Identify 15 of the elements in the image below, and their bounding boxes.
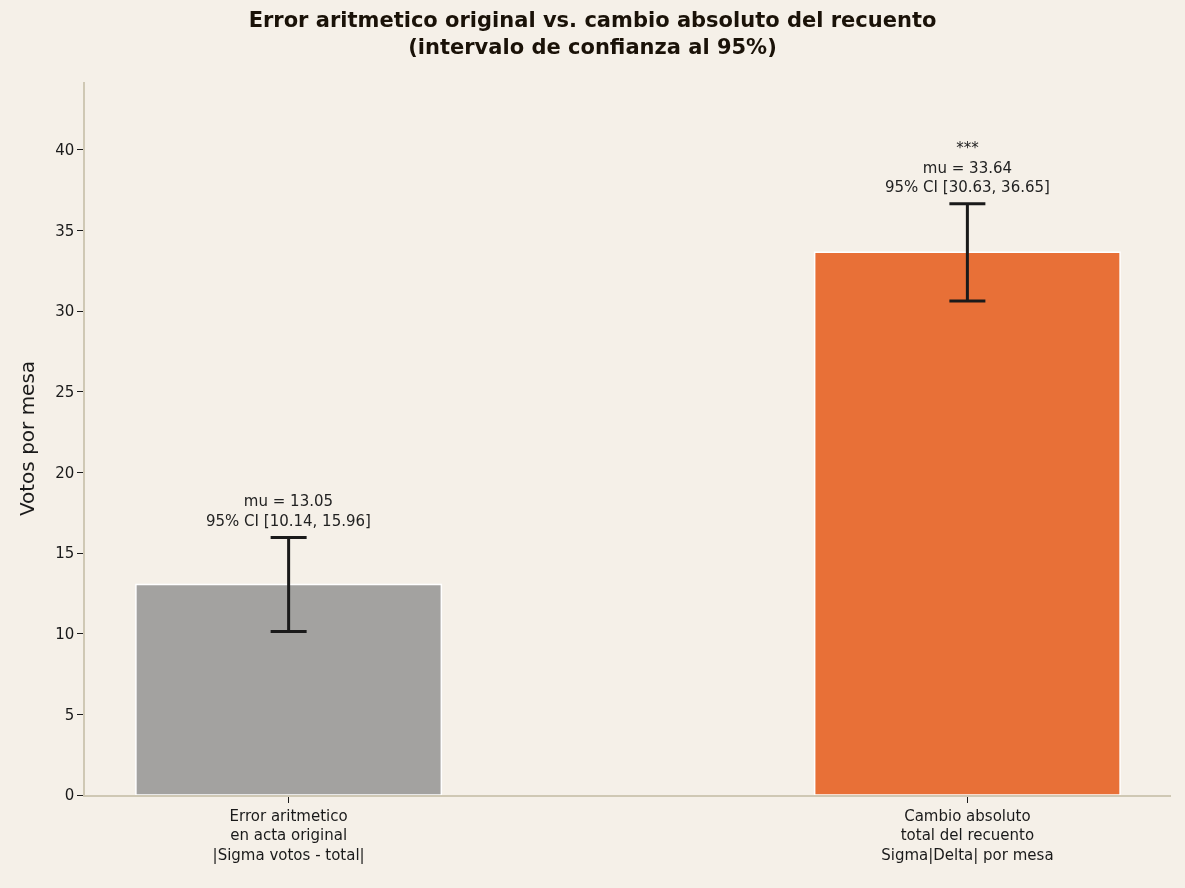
y-axis-title: Votos por mesa: [15, 360, 40, 517]
y-tick-label: 40: [55, 141, 75, 159]
y-tick-label: 5: [64, 705, 75, 724]
chart-title: Error aritmetico original vs. cambio absoluto del recuento (intervalo de confianza al 95%): [248, 7, 937, 59]
x-tick-label: Error aritmetico en acta original |Sigma votos - total|: [212, 806, 365, 864]
y-tick-label: 20: [55, 463, 75, 482]
y-tick-label: 25: [55, 382, 75, 401]
annotation: *** mu = 33.64 95% CI [30.63, 36.65]: [885, 139, 1050, 196]
x-tick-label: Cambio absoluto total del recuento Sigma|Delta| por mesa: [881, 806, 1054, 864]
y-tick-label: 35: [55, 221, 75, 240]
y-tick-label: 30: [55, 302, 75, 321]
y-tick-label: 10: [55, 624, 75, 643]
y-tick-label: 0: [64, 786, 75, 805]
y-tick-label: 15: [55, 544, 75, 563]
annotation: mu = 13.05 95% CI [10.14, 15.96]: [206, 492, 371, 530]
